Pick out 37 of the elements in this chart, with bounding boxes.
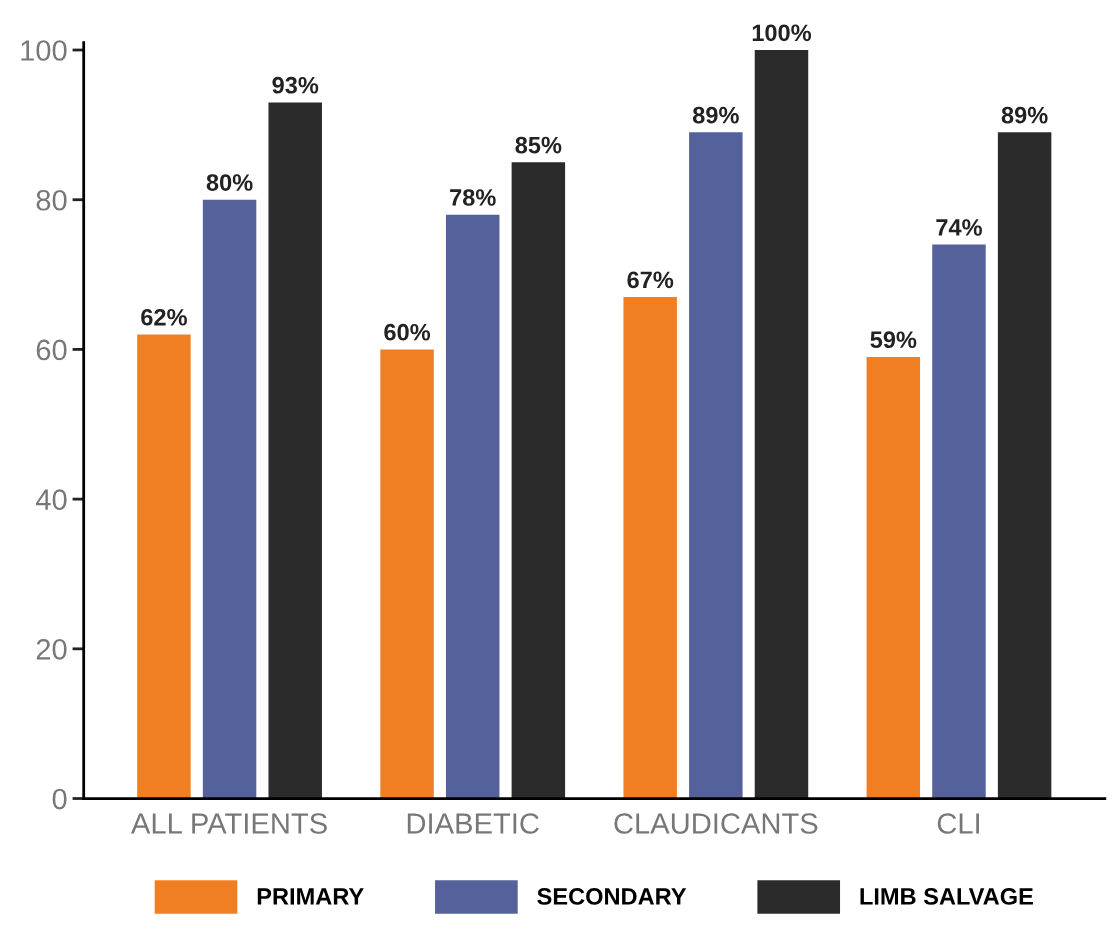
bar [997, 132, 1052, 799]
y-tick-label: 60 [36, 339, 67, 361]
data-label: 89% [692, 106, 739, 124]
data-label: 100% [752, 24, 812, 42]
data-label: 67% [627, 271, 674, 289]
bar [445, 214, 500, 799]
data-label: 62% [141, 308, 187, 326]
data-label: 59% [870, 331, 917, 349]
legend-label: LIMB SALVAGE [860, 888, 1033, 905]
y-tick-label: 40 [35, 489, 67, 510]
data-label: 78% [450, 189, 496, 206]
x-tick-label: CLAUDICANTS [614, 813, 818, 834]
data-label: 80% [206, 174, 253, 191]
x-tick-label: DIABETIC [407, 813, 539, 834]
bar [268, 102, 322, 799]
y-tick-label: 20 [36, 639, 67, 660]
y-tick-label: 80 [36, 189, 67, 211]
data-label: 74% [936, 219, 982, 236]
x-tick-label: ALL PATIENTS [131, 813, 327, 834]
bar [202, 199, 257, 799]
bar [932, 244, 986, 799]
bar [380, 349, 434, 799]
y-tick-label: 100 [21, 40, 67, 61]
bar [754, 50, 809, 799]
data-label: 89% [1001, 106, 1048, 124]
legend-label: SECONDARY [537, 888, 687, 905]
bar [623, 297, 677, 799]
data-label: 93% [272, 76, 319, 94]
bar [689, 132, 743, 799]
bar [137, 334, 191, 799]
x-tick-label: CLI [937, 813, 979, 834]
legend-label: PRIMARY [257, 888, 364, 905]
bar [866, 356, 921, 799]
y-tick-label: 0 [52, 788, 67, 810]
bar [511, 162, 566, 799]
data-label: 85% [515, 136, 562, 154]
data-label: 60% [384, 323, 431, 341]
